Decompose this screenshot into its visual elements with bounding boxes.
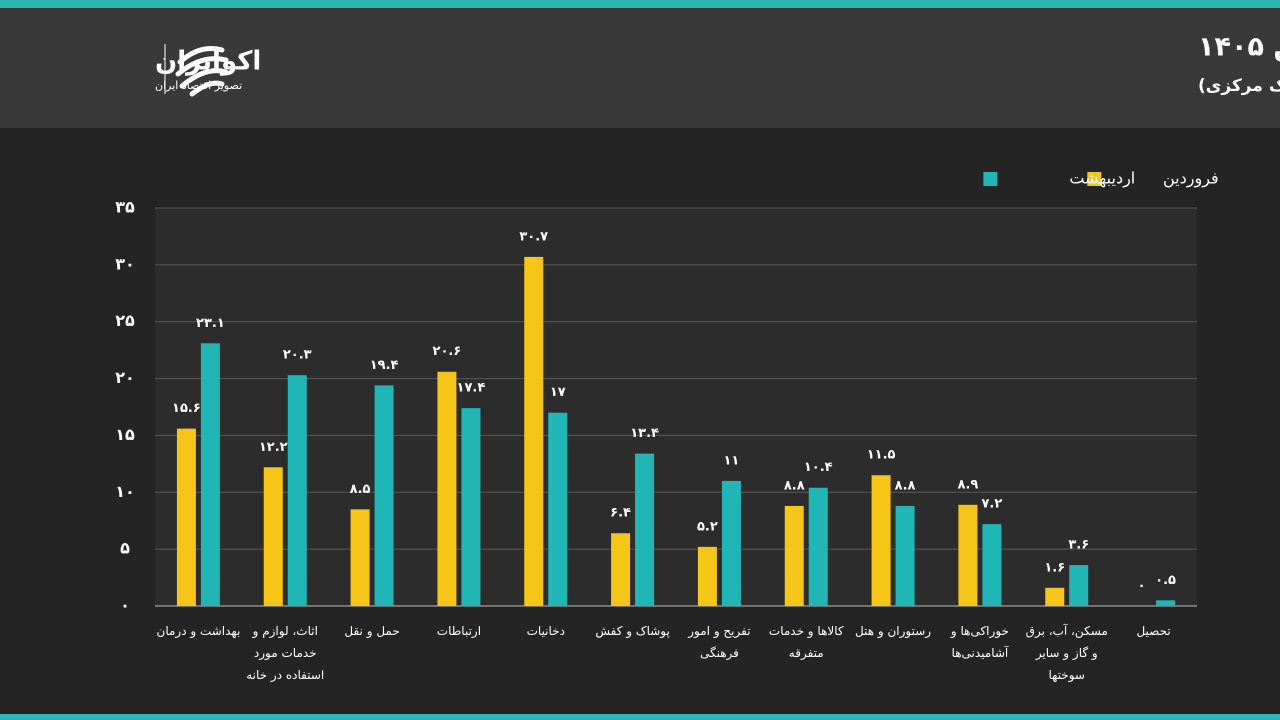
bar	[958, 504, 978, 606]
x-tick-label: ارتباطات	[436, 624, 482, 638]
x-tick-label: دخانیات	[526, 624, 565, 638]
bar	[1069, 565, 1089, 606]
bar	[1045, 587, 1065, 606]
value-label: ۵.۲	[697, 519, 718, 534]
bar	[524, 256, 544, 606]
bar	[635, 453, 655, 606]
x-tick-label: مسکن، آب، برق و گاز و سایر سوختها	[1025, 624, 1108, 682]
bar	[895, 505, 915, 606]
value-label: ۶.۴	[610, 506, 631, 521]
bar	[287, 375, 307, 606]
x-tick-label: تحصیل	[1136, 624, 1171, 638]
bar	[350, 509, 370, 606]
x-tick-label: پوشاک و کفش	[595, 624, 670, 638]
value-label: ۷.۲	[982, 497, 1003, 512]
bar	[176, 428, 196, 606]
y-tick-label: ۱۵	[115, 425, 135, 444]
value-label: ۲۳.۱	[196, 316, 225, 331]
top-stripe	[0, 0, 1280, 8]
header-band	[0, 0, 1280, 128]
value-label: ۱۵.۶	[172, 401, 201, 416]
bar	[871, 475, 891, 606]
bar	[548, 412, 568, 606]
bar	[200, 343, 220, 606]
bar	[784, 505, 804, 606]
legend-swatch	[1087, 172, 1102, 186]
x-tick-label: خوراکی‌ها و آشامیدنی‌ها	[950, 624, 1009, 660]
x-tick-label: تفریح و امور فرهنگی	[688, 624, 751, 660]
value-label: ۱۷.۴	[457, 381, 486, 396]
x-tick-label: بهداشت و درمان	[156, 624, 241, 638]
value-label: ۱۷	[550, 385, 566, 400]
value-label: ۱۱	[723, 453, 739, 468]
bar	[437, 371, 457, 606]
value-label: ۱۹.۴	[370, 358, 399, 373]
value-label: ۰.۵	[1155, 573, 1176, 588]
bar	[263, 467, 283, 606]
value-label: ۳.۶	[1068, 538, 1089, 553]
bar	[721, 480, 741, 606]
brand-tagline: تصویر اقتصاد ایران	[155, 79, 242, 92]
x-tick-label: کالاها و خدمات متفرقه	[768, 624, 844, 660]
bottom-stripe	[0, 714, 1280, 720]
value-label: ۳۰.۷	[519, 229, 548, 244]
value-label: ۲۰.۶	[433, 344, 462, 359]
plot-area	[155, 208, 1197, 606]
y-tick-label: ۰	[120, 596, 130, 615]
value-label: ۲۰.۳	[283, 348, 312, 363]
chart-title: تورم انواع کالاها و خدمات در اردیبهشت و …	[1198, 32, 1280, 63]
y-tick-label: ۲۵	[115, 311, 135, 330]
value-label: ۱.۶	[1044, 560, 1065, 575]
x-tick-label: حمل و نقل	[344, 624, 400, 638]
value-label: ۱۰.۴	[804, 460, 833, 475]
value-label: ۸.۹	[958, 477, 979, 492]
chart-subtitle: (واحد: درصد – منبع: بانک مرکزی)	[1198, 76, 1280, 96]
value-label: ۸.۸	[895, 478, 916, 493]
y-tick-label: ۳۵	[115, 198, 135, 217]
bar	[461, 408, 481, 606]
x-tick-label: اثاث، لوازم و خدمات مورد استفاده در خانه	[246, 624, 325, 682]
logo-icon	[175, 46, 229, 97]
y-tick-label: ۲۰	[115, 368, 135, 387]
x-tick-label: رستوران و هتل	[855, 624, 932, 638]
value-label: ۱۱.۵	[867, 448, 896, 463]
y-tick-label: ۱۰	[115, 482, 135, 501]
bar	[697, 546, 717, 606]
bar	[1156, 600, 1176, 606]
value-label: ۱۲.۲	[259, 440, 288, 455]
y-tick-label: ۳۰	[115, 254, 135, 273]
bar	[611, 533, 631, 606]
bar	[808, 487, 828, 606]
bar	[374, 385, 394, 606]
value-label: ۸.۸	[784, 478, 805, 493]
bar	[982, 524, 1002, 606]
y-tick-label: ۵	[120, 539, 130, 558]
brand-name: اکوایران	[155, 47, 261, 77]
legend-swatch	[983, 172, 998, 186]
legend-label: فروردین	[1163, 169, 1219, 189]
value-label: ۸.۵	[350, 482, 371, 497]
legend-label: اردیبهشت	[1069, 169, 1135, 189]
value-label: ۱۳.۴	[630, 426, 659, 441]
value-label: ۰	[1138, 579, 1146, 594]
